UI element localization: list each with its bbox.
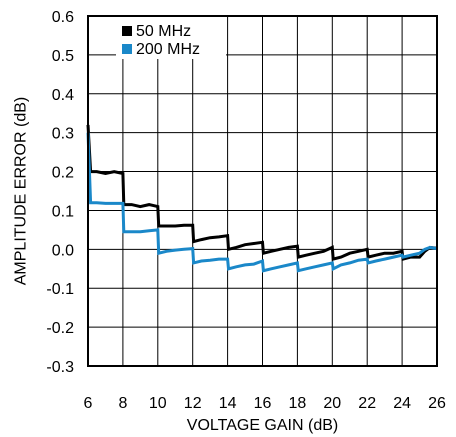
y-tick-labels: -0.3 -0.2 -0.1 0.0 0.1 0.2 0.3 0.4 0.5 0.6 <box>46 9 74 376</box>
legend-swatch <box>122 26 132 36</box>
legend-label: 50 MHz <box>136 23 191 40</box>
x-tick-label: 22 <box>358 395 376 412</box>
chart-grid <box>87 15 438 367</box>
plot-frame <box>87 15 438 367</box>
series-line-50-mhz <box>86 124 438 261</box>
y-tick-label: -0.2 <box>46 320 74 337</box>
y-tick-label: 0.1 <box>52 203 74 220</box>
x-tick-label: 18 <box>289 395 307 412</box>
y-tick-label: 0.6 <box>52 9 74 26</box>
y-tick-label: -0.1 <box>46 281 74 298</box>
x-tick-label: 16 <box>254 395 272 412</box>
x-tick-label: 12 <box>184 395 202 412</box>
y-tick-label: 0.3 <box>52 126 74 143</box>
y-tick-label: 0.0 <box>52 242 74 259</box>
x-tick-label: 8 <box>118 395 127 412</box>
y-tick-label: 0.5 <box>52 48 74 65</box>
legend-swatch <box>122 44 132 54</box>
x-tick-label: 20 <box>323 395 341 412</box>
x-tick-labels: 6 8 10 12 14 16 18 20 22 24 26 <box>84 395 446 412</box>
legend-background <box>116 17 226 59</box>
series-line-200-mhz <box>86 132 438 273</box>
legend-label: 200 MHz <box>136 41 200 58</box>
x-tick-label: 10 <box>149 395 167 412</box>
x-axis-title: VOLTAGE GAIN (dB) <box>187 417 338 434</box>
y-tick-label: 0.4 <box>52 87 74 104</box>
y-tick-label: -0.3 <box>46 359 74 376</box>
x-tick-label: 26 <box>428 395 446 412</box>
x-tick-label: 6 <box>84 395 93 412</box>
x-tick-label: 24 <box>393 395 411 412</box>
y-axis-title: AMPLITUDE ERROR (dB) <box>13 97 30 285</box>
chart-series-group <box>86 124 438 273</box>
x-tick-label: 14 <box>219 395 237 412</box>
y-tick-label: 0.2 <box>52 165 74 182</box>
